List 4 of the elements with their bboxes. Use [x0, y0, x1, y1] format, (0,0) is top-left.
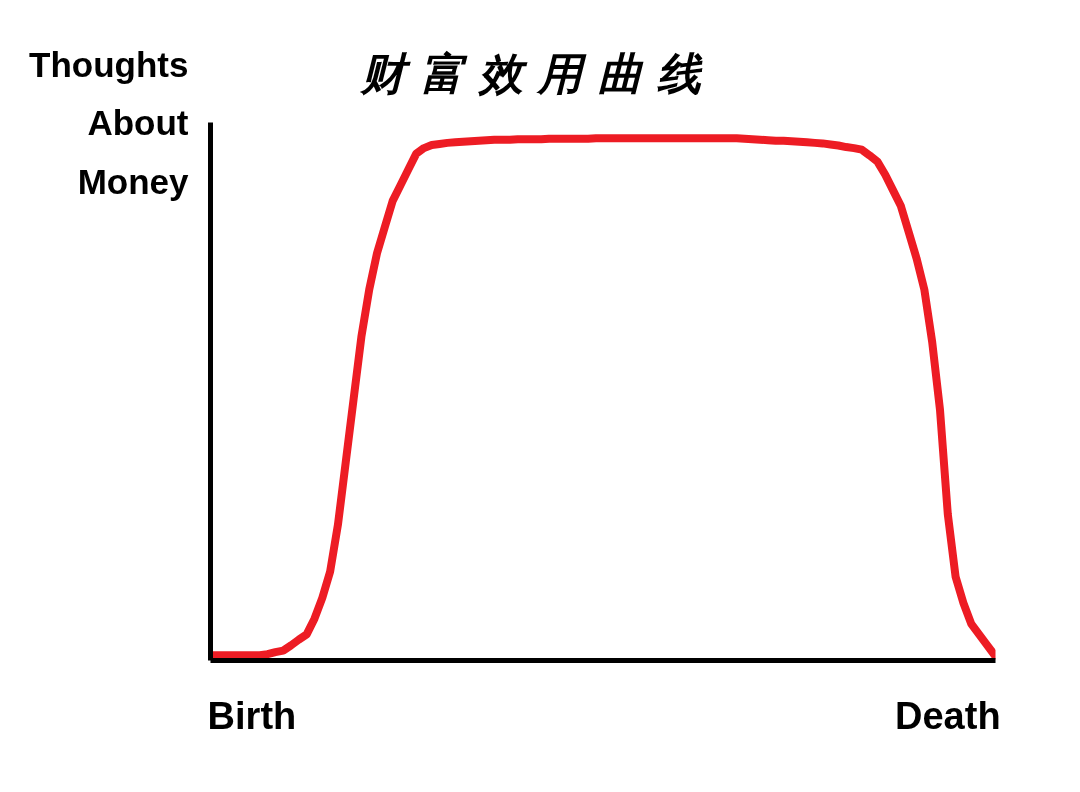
x-tick-label: Death	[895, 694, 1001, 737]
x-tick-label: Birth	[207, 694, 297, 737]
y-axis-title: Thoughts About Money	[29, 44, 190, 201]
chart-title: 财 富 效 用 曲 线	[358, 47, 704, 99]
